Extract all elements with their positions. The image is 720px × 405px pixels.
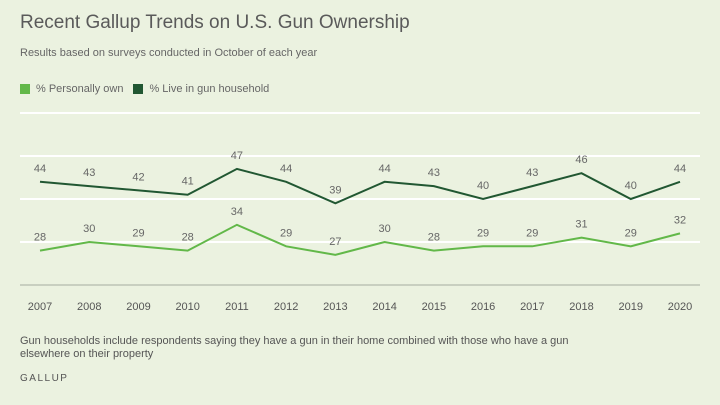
gallup-logo: GALLUP [20, 373, 69, 384]
x-tick-label: 2017 [520, 301, 544, 313]
legend: % Personally own % Live in gun household [20, 83, 279, 95]
x-tick-label: 2014 [372, 301, 396, 313]
data-label: 34 [231, 206, 243, 218]
chart-title: Recent Gallup Trends on U.S. Gun Ownersh… [20, 12, 410, 33]
x-tick-label: 2008 [77, 301, 101, 313]
data-label: 31 [575, 219, 587, 231]
x-tick-label: 2018 [569, 301, 593, 313]
data-label: 40 [625, 180, 637, 192]
x-tick-label: 2012 [274, 301, 298, 313]
x-tick-label: 2013 [323, 301, 347, 313]
data-label: 40 [477, 180, 489, 192]
data-label: 29 [132, 227, 144, 239]
data-label: 47 [231, 150, 243, 162]
x-tick-label: 2011 [225, 301, 249, 313]
data-label: 42 [132, 171, 144, 183]
x-tick-label: 2020 [668, 301, 692, 313]
x-tick-label: 2019 [619, 301, 643, 313]
series-line-personally-own [39, 223, 681, 256]
data-label: 32 [674, 214, 686, 226]
data-label: 46 [575, 154, 587, 166]
data-label: 44 [674, 163, 686, 175]
data-label: 28 [182, 232, 194, 244]
data-label: 43 [83, 167, 95, 179]
legend-item-gun-household: % Live in gun household [133, 83, 269, 95]
chart-subtitle: Results based on surveys conducted in Oc… [20, 47, 318, 59]
x-tick-label: 2007 [28, 301, 52, 313]
legend-item-personally-own: % Personally own [20, 83, 123, 95]
data-label: 29 [477, 227, 489, 239]
legend-swatch [20, 84, 30, 94]
x-tick-label: 2016 [471, 301, 495, 313]
data-label: 43 [428, 167, 440, 179]
legend-swatch [133, 84, 144, 94]
x-tick-label: 2009 [126, 301, 150, 313]
x-tick-label: 2010 [175, 301, 199, 313]
data-label: 29 [280, 227, 292, 239]
data-label: 44 [280, 163, 292, 175]
data-label: 27 [329, 236, 341, 248]
legend-label: % Personally own [36, 83, 124, 95]
data-label: 41 [182, 176, 194, 188]
data-label: 28 [34, 232, 46, 244]
data-label: 44 [34, 163, 46, 175]
data-label: 29 [625, 227, 637, 239]
data-label: 28 [428, 232, 440, 244]
data-label: 44 [378, 163, 390, 175]
legend-label: % Live in gun household [149, 83, 270, 95]
x-tick-label: 2015 [422, 301, 446, 313]
data-label: 43 [526, 167, 538, 179]
data-label: 30 [83, 223, 95, 235]
data-label: 39 [329, 184, 341, 196]
data-label: 30 [378, 223, 390, 235]
footnote: Gun households include respondents sayin… [20, 335, 569, 360]
data-label: 29 [526, 227, 538, 239]
series-line-gun-household [39, 167, 681, 205]
